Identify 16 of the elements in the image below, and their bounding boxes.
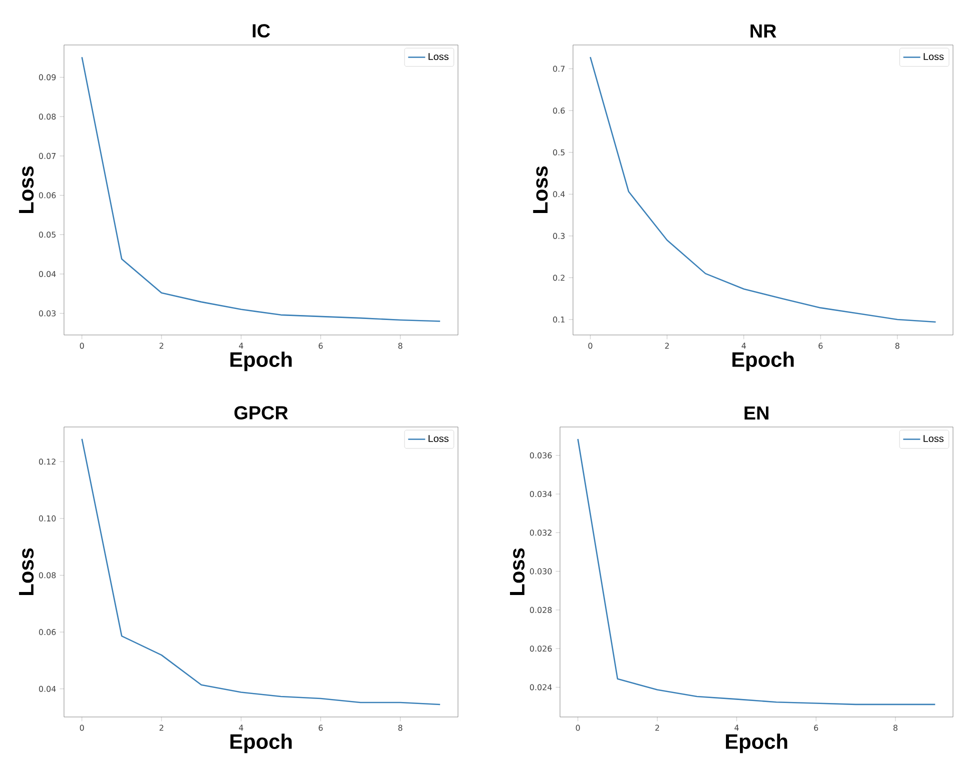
- y-axis-title: Loss: [19, 166, 34, 213]
- legend-label: Loss: [924, 53, 944, 60]
- chart-title: EN: [744, 406, 768, 420]
- legend-label: Loss: [924, 435, 944, 442]
- y-axis-title: Loss: [510, 548, 525, 595]
- legend-label: Loss: [428, 435, 449, 442]
- y-axis-title: Loss: [533, 166, 548, 213]
- y-axis-title: Loss: [19, 548, 34, 595]
- legend-label: Loss: [428, 53, 449, 60]
- x-axis-title: Epoch: [732, 352, 794, 372]
- chart-title: IC: [252, 24, 270, 38]
- chart-title: GPCR: [234, 406, 288, 420]
- x-axis-title: Epoch: [230, 734, 292, 754]
- x-axis-title: Epoch: [230, 352, 292, 372]
- chart-title: NR: [750, 24, 776, 38]
- x-axis-title: Epoch: [726, 734, 788, 754]
